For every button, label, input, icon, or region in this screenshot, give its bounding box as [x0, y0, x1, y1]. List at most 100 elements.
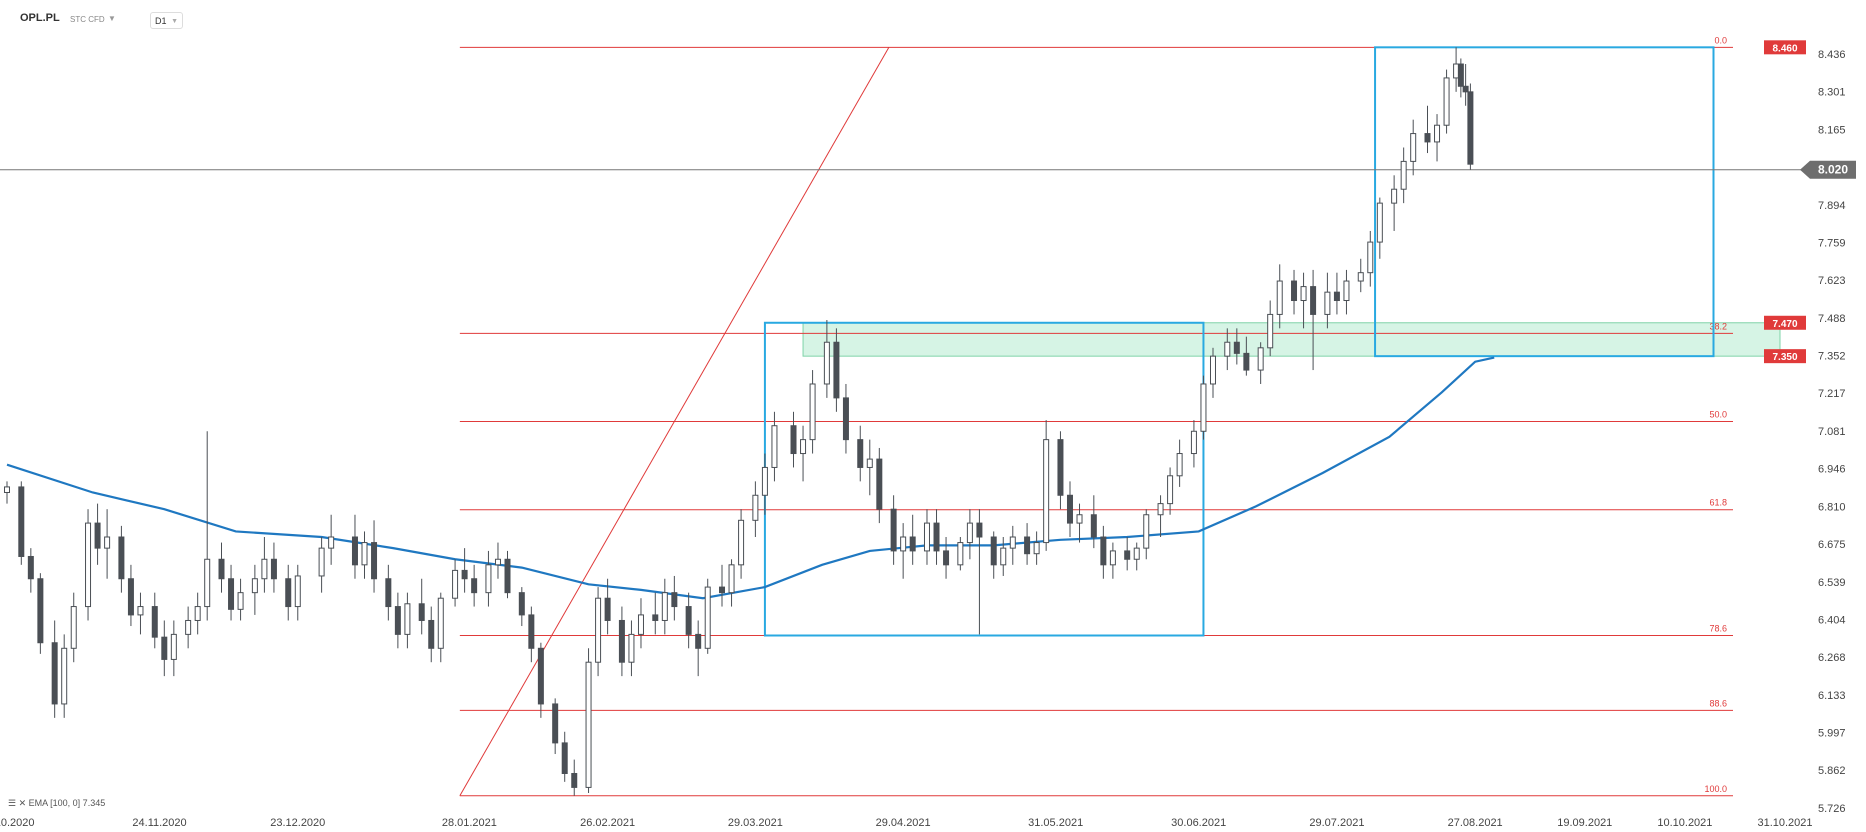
remove-indicator-close-icon[interactable]: ✕ — [18, 798, 27, 808]
candle-body — [537, 647, 544, 705]
price-tick-label: 7.488 — [1818, 313, 1846, 325]
candle-body — [94, 522, 101, 549]
price-tick-label: 8.301 — [1818, 87, 1846, 99]
candle-body — [361, 542, 368, 566]
time-tick-label: 27.08.2021 — [1448, 817, 1503, 829]
fib-level-label: 88.6 — [1709, 698, 1727, 708]
candle-body — [1143, 514, 1150, 549]
price-tick-label: 5.997 — [1818, 728, 1846, 740]
candle-body — [428, 619, 435, 649]
candle-body — [1400, 160, 1407, 190]
candle-body — [1267, 313, 1274, 349]
candle-body — [404, 603, 411, 635]
candle-body — [990, 536, 997, 566]
price-tag — [1764, 349, 1806, 364]
candle-body — [1109, 550, 1116, 566]
candle-body — [1291, 280, 1298, 302]
candle-body — [151, 606, 158, 638]
candle-body — [728, 564, 735, 594]
candle-body — [194, 606, 201, 621]
price-tick-label: 6.404 — [1818, 614, 1846, 626]
price-tag — [1764, 40, 1806, 55]
candle-body — [494, 558, 501, 566]
indicator-list-icon[interactable]: ☰ — [8, 798, 17, 808]
price-tick-label: 7.759 — [1818, 237, 1846, 249]
candle-body — [1257, 347, 1264, 371]
candle-body — [137, 606, 144, 616]
candle-body — [1391, 188, 1398, 204]
candle-body — [161, 636, 168, 660]
candle-body — [1367, 241, 1374, 274]
candle-body — [4, 486, 10, 493]
time-tick-label: 19.09.2021 — [1557, 817, 1612, 829]
candle-body — [1457, 63, 1464, 87]
timeframe-select[interactable]: D1 ▼ — [150, 12, 183, 29]
candle-body — [237, 592, 244, 610]
time-tick-label: 31.10.2021 — [1757, 817, 1812, 829]
candle-body — [518, 592, 525, 616]
candle-body — [1243, 352, 1250, 371]
price-tag — [1764, 315, 1806, 330]
price-tick-label: 6.268 — [1818, 652, 1846, 664]
candle-body — [1209, 355, 1216, 385]
candle-body — [909, 536, 916, 552]
time-tick-label: 29.07.2021 — [1309, 817, 1364, 829]
candle-body — [637, 614, 644, 635]
symbol-label[interactable]: OPL.PL — [20, 12, 60, 24]
time-tick-label: 24.11.2020 — [132, 817, 186, 829]
candle-body — [1462, 85, 1469, 93]
candle-body — [318, 547, 325, 577]
candle-body — [790, 425, 797, 455]
candle-body — [1009, 536, 1016, 549]
price-tick-label: 5.862 — [1818, 765, 1846, 777]
time-tick-label: 28.01.2021 — [442, 817, 497, 829]
price-tag-label: 7.350 — [1772, 352, 1797, 363]
candle-body — [371, 542, 378, 580]
instrument-type-label: STC CFD — [70, 15, 105, 24]
candle-body — [261, 558, 268, 580]
candle-body — [561, 742, 568, 774]
analysis-box — [1374, 46, 1715, 358]
candle-body — [1043, 439, 1050, 544]
candle-body — [1343, 280, 1350, 302]
time-tick-label: 10.10.2021 — [1657, 817, 1712, 829]
candle-body — [771, 425, 778, 468]
price-tick-label: 6.810 — [1818, 501, 1846, 513]
ema-line — [6, 356, 1495, 600]
candle-body — [170, 633, 177, 660]
price-tick-label: 6.675 — [1818, 539, 1846, 551]
candle-body — [385, 578, 392, 608]
support-zone — [802, 322, 1781, 357]
candle-body — [1233, 341, 1240, 354]
ema-legend-text: EMA [100, 0] 7.345 — [28, 798, 106, 808]
candle-body — [966, 522, 973, 544]
candle-body — [37, 578, 44, 644]
candle-body — [738, 519, 745, 566]
fib-level-label: 0.0 — [1714, 35, 1727, 45]
candle-body — [900, 536, 907, 552]
candle-body — [1410, 133, 1417, 162]
candle-body — [552, 703, 559, 744]
candle-body — [294, 575, 301, 608]
candle-body — [528, 614, 535, 649]
candle-body — [1424, 133, 1431, 143]
candle-body — [618, 619, 625, 663]
candle-body — [328, 536, 335, 549]
candle-body — [704, 586, 711, 649]
symbol-dropdown-chevron-down-icon[interactable]: ▼ — [108, 14, 116, 23]
time-tick-label: 29.03.2021 — [728, 817, 783, 829]
candle-body — [127, 578, 134, 616]
fib-level-label: 100.0 — [1704, 784, 1727, 794]
candle-body — [285, 578, 292, 608]
candle-body — [823, 341, 830, 385]
price-tick-label: 5.726 — [1818, 803, 1846, 815]
candle-body — [228, 578, 235, 610]
candle-body — [752, 494, 759, 521]
candle-body — [70, 606, 77, 649]
candle-body — [1100, 536, 1107, 566]
candle-body — [923, 522, 930, 552]
candle-body — [1276, 280, 1283, 315]
indicator-legend[interactable]: ☰ ✕ EMA [100, 0] 7.345 — [8, 798, 105, 809]
candle-body — [890, 508, 897, 552]
